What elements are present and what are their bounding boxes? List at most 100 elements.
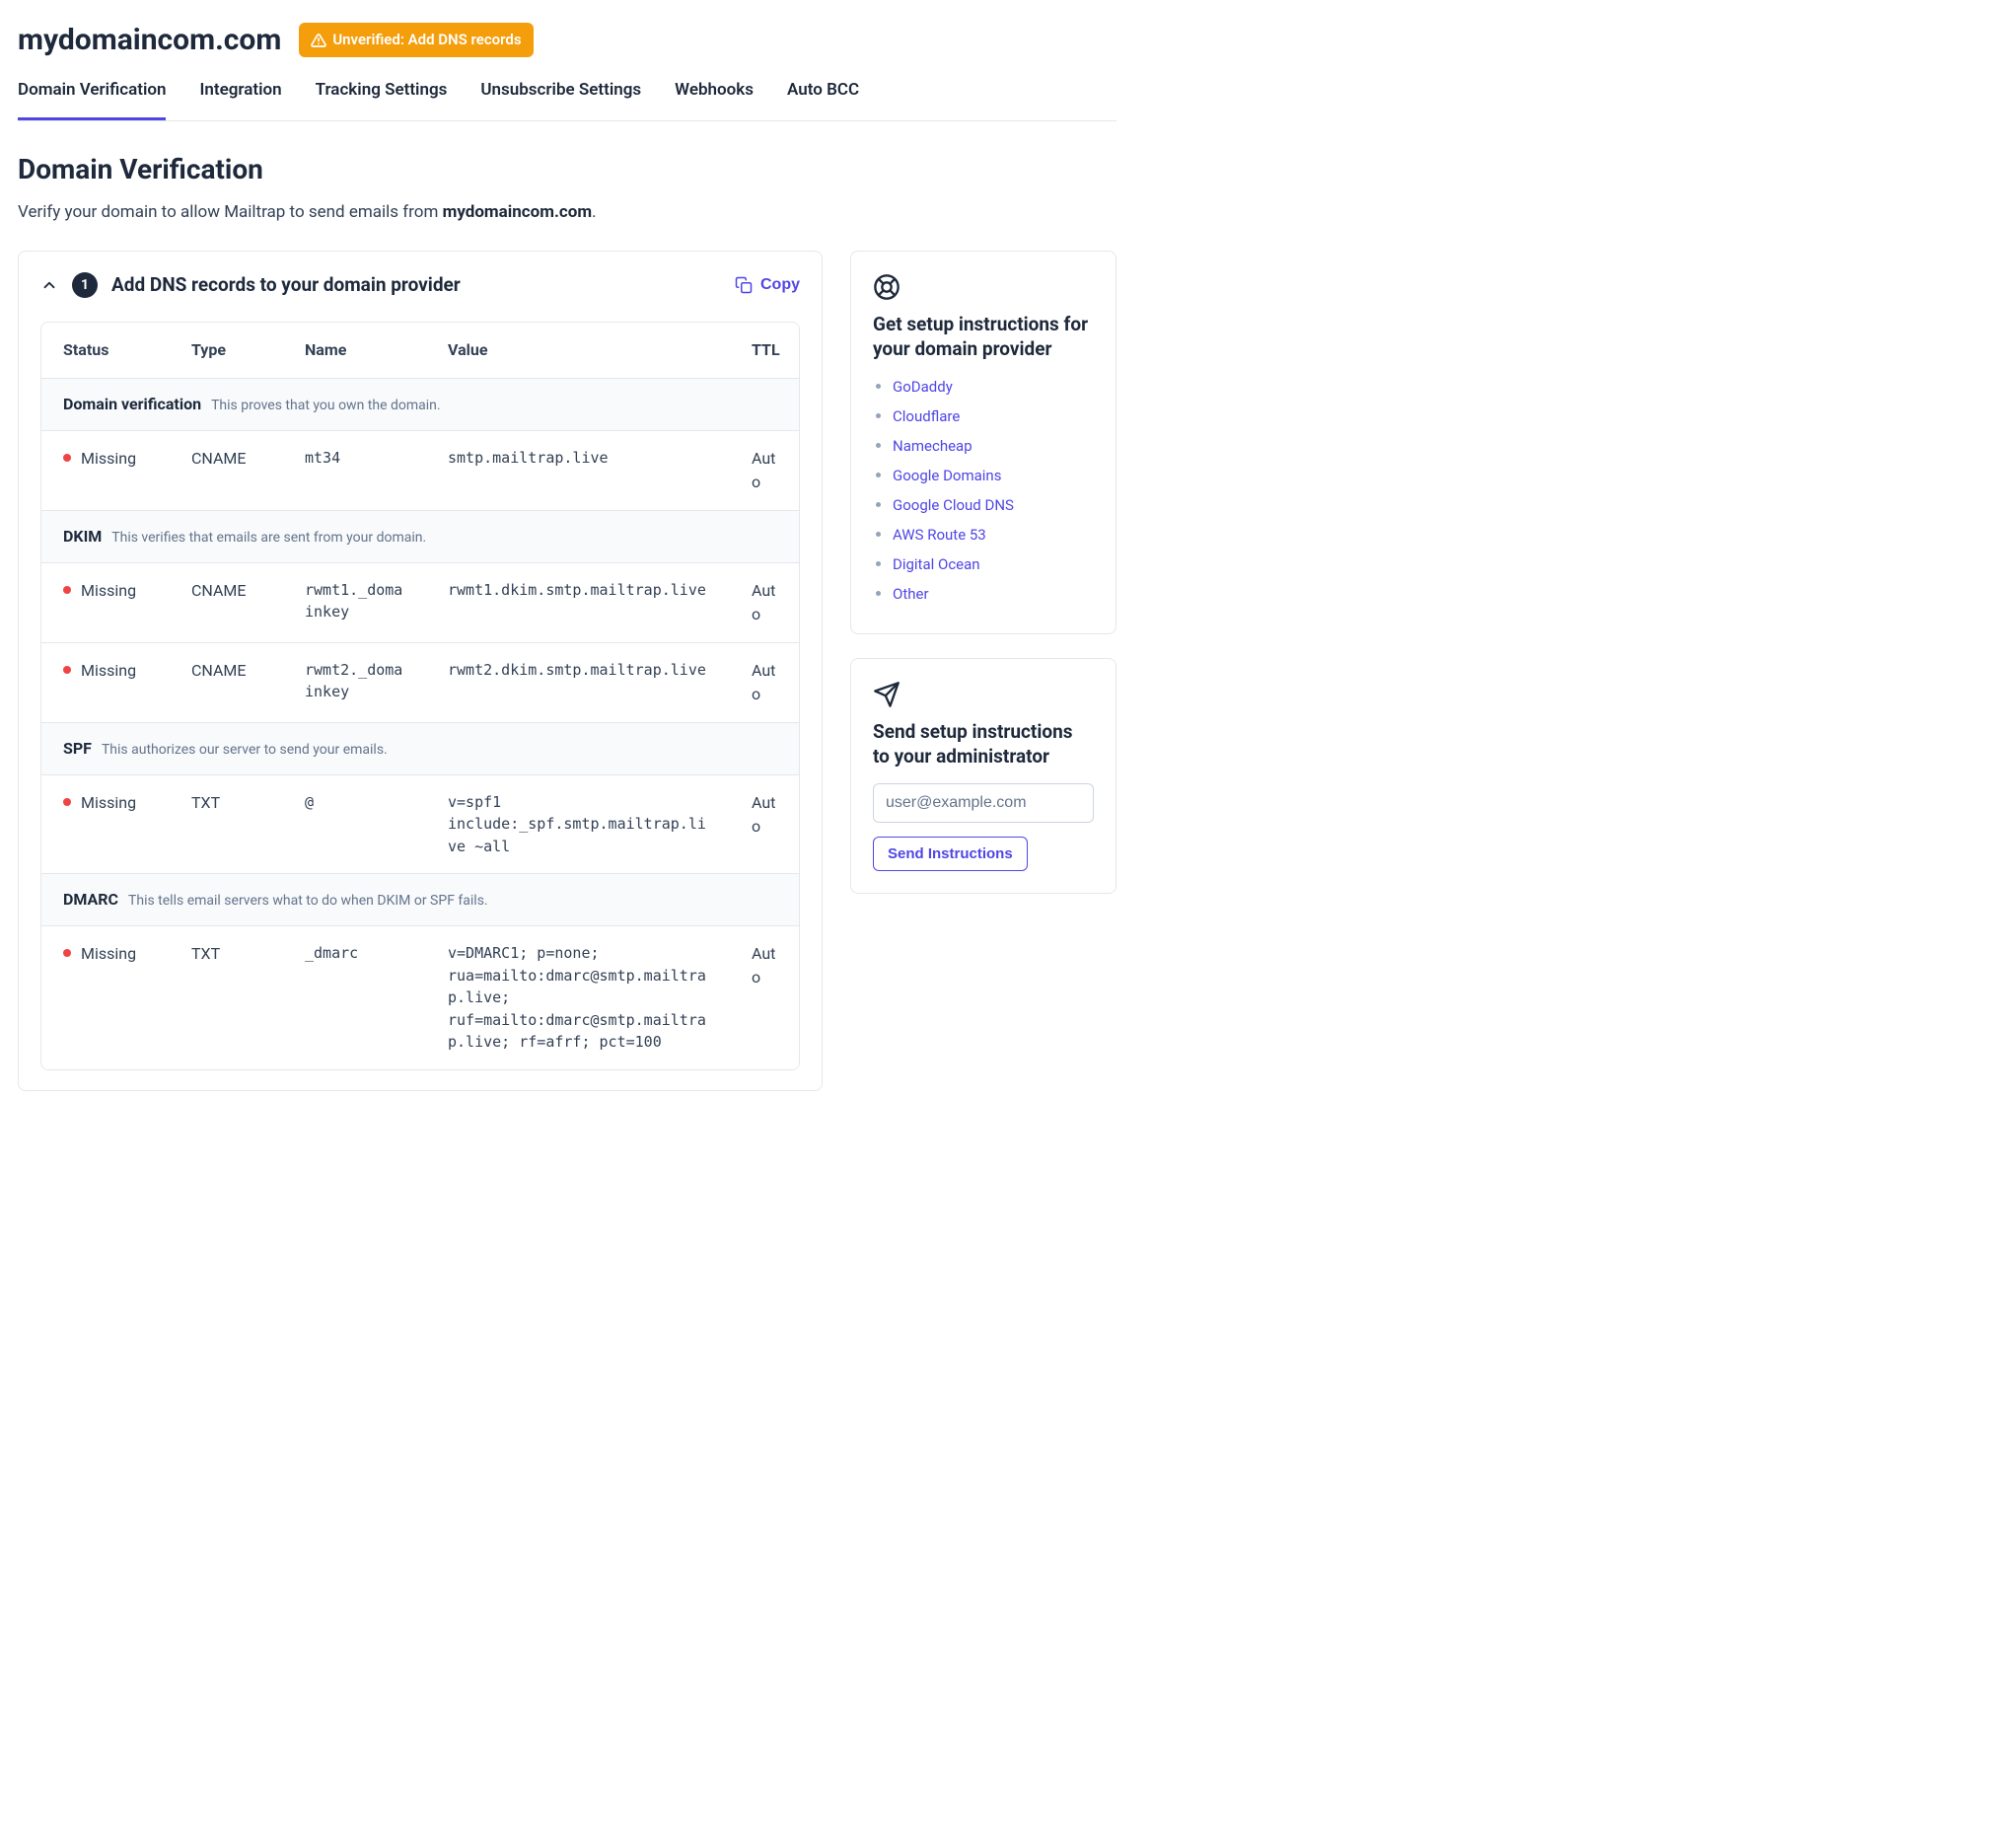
tab-integration[interactable]: Integration <box>199 78 281 120</box>
provider-list-item: GoDaddy <box>893 375 1094 399</box>
cell-ttl: Auto <box>730 643 799 722</box>
section-subtitle-prefix: Verify your domain to allow Mailtrap to … <box>18 202 443 222</box>
group-header: SPFThis authorizes our server to send yo… <box>41 722 799 774</box>
cell-ttl: Auto <box>730 926 799 1069</box>
table-row: MissingCNAMErwmt2._domainkeyrwmt2.dkim.s… <box>41 642 799 722</box>
cell-name: rwmt2._domainkey <box>283 643 426 722</box>
cell-ttl: Auto <box>730 431 799 510</box>
settings-tabs: Domain Verification Integration Tracking S… <box>18 78 1116 121</box>
cell-value: v=DMARC1; p=none; rua=mailto:dmarc@smtp.… <box>426 926 730 1069</box>
collapse-toggle-icon[interactable] <box>40 276 58 294</box>
col-type: Type <box>170 323 283 378</box>
unverified-badge-label: Unverified: Add DNS records <box>332 29 521 51</box>
status-text: Missing <box>81 579 136 603</box>
step-number-badge: 1 <box>72 272 98 298</box>
cell-status: Missing <box>41 431 170 510</box>
cell-value: rwmt1.dkim.smtp.mailtrap.live <box>426 563 730 642</box>
cell-type: CNAME <box>170 431 283 510</box>
send-instructions-button[interactable]: Send Instructions <box>873 837 1028 871</box>
provider-link[interactable]: AWS Route 53 <box>893 526 986 544</box>
cell-type: CNAME <box>170 563 283 642</box>
table-header-row: Status Type Name Value TTL <box>41 323 799 378</box>
group-name: Domain verification <box>63 393 201 416</box>
tab-domain-verification[interactable]: Domain Verification <box>18 78 166 120</box>
status-text: Missing <box>81 791 136 815</box>
provider-link[interactable]: Google Domains <box>893 467 1001 484</box>
status-dot-icon <box>63 798 71 806</box>
unverified-badge: Unverified: Add DNS records <box>299 23 533 57</box>
cell-type: TXT <box>170 926 283 1069</box>
send-instructions-card: Send setup instructions to your administ… <box>850 658 1116 893</box>
provider-list-item: Other <box>893 582 1094 606</box>
tab-auto-bcc[interactable]: Auto BCC <box>787 78 859 120</box>
group-description: This proves that you own the domain. <box>211 396 440 416</box>
provider-link[interactable]: GoDaddy <box>893 378 953 396</box>
provider-list: GoDaddy Cloudflare Namecheap Google Domains… <box>873 375 1094 606</box>
provider-instructions-card: Get setup instructions for your domain p… <box>850 251 1116 634</box>
provider-link[interactable]: Digital Ocean <box>893 555 980 573</box>
cell-value: smtp.mailtrap.live <box>426 431 730 510</box>
domain-name-title: mydomaincom.com <box>18 18 281 62</box>
status-dot-icon <box>63 454 71 462</box>
provider-list-item: Google Cloud DNS <box>893 493 1094 517</box>
provider-list-item: Cloudflare <box>893 404 1094 428</box>
provider-list-item: Google Domains <box>893 464 1094 487</box>
provider-list-item: Namecheap <box>893 434 1094 458</box>
provider-link[interactable]: Namecheap <box>893 437 972 455</box>
cell-name: mt34 <box>283 431 426 510</box>
sidebar: Get setup instructions for your domain p… <box>850 251 1116 894</box>
section-subtitle-domain: mydomaincom.com <box>443 202 592 222</box>
copy-button[interactable]: Copy <box>735 276 800 294</box>
tab-tracking-settings[interactable]: Tracking Settings <box>316 78 448 120</box>
group-name: DMARC <box>63 888 118 912</box>
group-header: DMARC This tells email servers what to do… <box>41 873 799 925</box>
provider-list-item: AWS Route 53 <box>893 523 1094 547</box>
col-name: Name <box>283 323 426 378</box>
section-subtitle: Verify your domain to allow Mailtrap to … <box>18 200 1116 226</box>
admin-email-input[interactable] <box>873 783 1094 823</box>
provider-link[interactable]: Other <box>893 585 929 603</box>
section-subtitle-suffix: . <box>592 202 596 222</box>
table-row: Missing CNAMErwmt1._domainkeyrwmt1.dkim.s… <box>41 562 799 642</box>
cell-ttl: Auto <box>730 563 799 642</box>
cell-status: Missing <box>41 775 170 874</box>
provider-link[interactable]: Google Cloud DNS <box>893 496 1014 514</box>
col-ttl: TTL <box>730 323 799 378</box>
dns-records-table: Status Type Name Value TTL Domain verifi… <box>40 322 800 1070</box>
group-header: DKIM This verifies that emails are sent f… <box>41 510 799 562</box>
status-text: Missing <box>81 659 136 683</box>
group-name: SPF <box>63 737 92 761</box>
provider-list-item: Digital Ocean <box>893 552 1094 576</box>
cell-name: @ <box>283 775 426 874</box>
copy-button-label: Copy <box>760 276 800 294</box>
cell-name: rwmt1._domainkey <box>283 563 426 642</box>
status-dot-icon <box>63 666 71 674</box>
table-row: MissingTXT@v=spf1 include:_spf.smtp.mail… <box>41 774 799 874</box>
col-status: Status <box>41 323 170 378</box>
group-name: DKIM <box>63 525 102 549</box>
send-icon <box>873 681 900 708</box>
group-description: This tells email servers what to do when… <box>128 891 488 912</box>
group-description: This verifies that emails are sent from … <box>111 528 426 549</box>
status-dot-icon <box>63 949 71 957</box>
dns-records-panel: 1 Add DNS records to your domain provide… <box>18 251 823 1091</box>
cell-name: _dmarc <box>283 926 426 1069</box>
cell-ttl: Auto <box>730 775 799 874</box>
table-row: MissingTXT_dmarcv=DMARC1; p=none; rua=ma… <box>41 925 799 1069</box>
group-header: Domain verification This proves that you … <box>41 378 799 430</box>
tab-unsubscribe-settings[interactable]: Unsubscribe Settings <box>480 78 641 120</box>
panel-title: Add DNS records to your domain provider <box>111 271 461 300</box>
cell-value: v=spf1 include:_spf.smtp.mailtrap.live ~… <box>426 775 730 874</box>
status-text: Missing <box>81 447 136 471</box>
lifebuoy-icon <box>873 273 900 301</box>
cell-type: CNAME <box>170 643 283 722</box>
status-dot-icon <box>63 586 71 594</box>
copy-icon <box>735 276 753 294</box>
warning-icon <box>311 33 326 48</box>
col-value: Value <box>426 323 730 378</box>
provider-instructions-title: Get setup instructions for your domain p… <box>873 313 1094 361</box>
section-title: Domain Verification <box>18 149 1116 190</box>
provider-link[interactable]: Cloudflare <box>893 407 960 425</box>
cell-status: Missing <box>41 563 170 642</box>
tab-webhooks[interactable]: Webhooks <box>675 78 754 120</box>
